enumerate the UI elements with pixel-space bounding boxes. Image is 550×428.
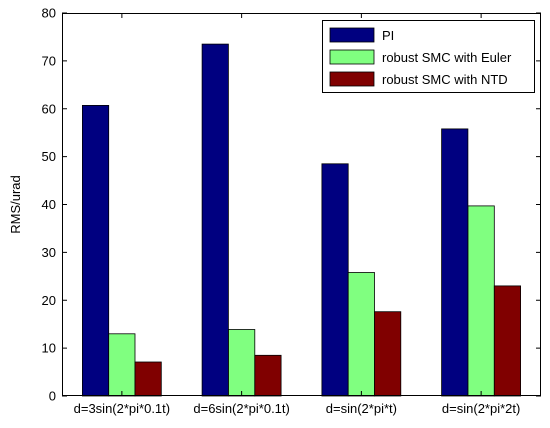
y-tick-label: 20 <box>42 293 56 308</box>
bar-1-3 <box>321 163 349 397</box>
legend-swatch-1 <box>329 27 375 43</box>
legend-label-3: robust SMC with NTD <box>382 72 508 87</box>
bar-2-1 <box>108 333 136 397</box>
bars-group <box>82 43 521 397</box>
y-tick-label: 70 <box>42 53 56 68</box>
bar-3-2 <box>254 354 282 397</box>
bar-3-1 <box>134 361 162 397</box>
bar-1-1 <box>82 105 110 397</box>
legend-swatch-2 <box>329 49 375 65</box>
bar-1-2 <box>201 43 229 397</box>
y-tick-label: 60 <box>42 101 56 116</box>
bar-2-2 <box>228 329 256 397</box>
y-tick-label: 80 <box>42 6 56 21</box>
y-axis-label: RMS/urad <box>8 175 23 234</box>
x-tick-label: d=3sin(2*pi*0.1t) <box>74 401 170 416</box>
bar-3-4 <box>493 285 521 397</box>
bar-2-3 <box>347 272 375 397</box>
legend-label-1: PI <box>382 28 394 43</box>
legend: PI robust SMC with Euler robust SMC with N… <box>322 20 535 93</box>
y-tick-label: 40 <box>42 197 56 212</box>
bar-1-4 <box>441 128 469 397</box>
bar-2-4 <box>467 205 495 397</box>
x-tick-label: d=sin(2*pi*2t) <box>442 401 520 416</box>
y-tick-label: 30 <box>42 245 56 260</box>
x-tick-label: d=6sin(2*pi*0.1t) <box>193 401 289 416</box>
ticks-group: d=3sin(2*pi*0.1t) d=6sin(2*pi*0.1t) d=sin(… <box>42 6 541 416</box>
plot-frame <box>62 13 541 396</box>
legend-swatch-3 <box>329 71 375 87</box>
y-tick-label: 0 <box>49 389 56 404</box>
y-tick-label: 50 <box>42 149 56 164</box>
y-tick-label: 10 <box>42 341 56 356</box>
legend-label-2: robust SMC with Euler <box>382 50 512 65</box>
bar-3-3 <box>374 311 402 397</box>
x-tick-label: d=sin(2*pi*t) <box>326 401 397 416</box>
